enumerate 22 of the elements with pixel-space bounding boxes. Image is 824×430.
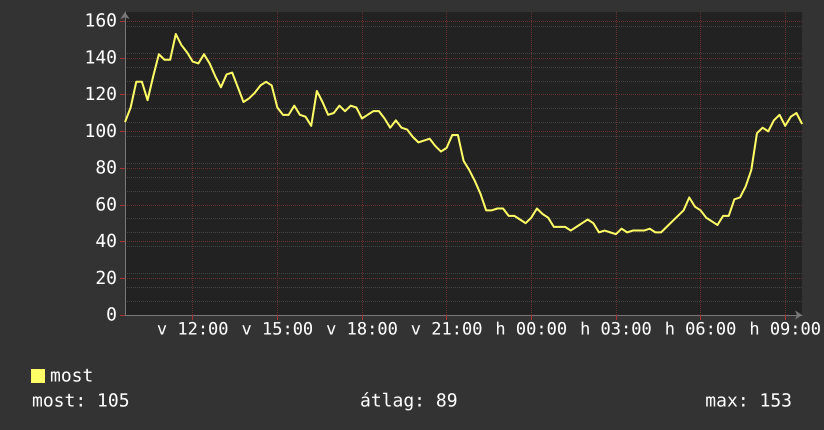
x-tick-label: v 15:00 [242, 320, 314, 340]
y-tick-label: 100 [84, 120, 117, 142]
y-tick-label: 140 [84, 47, 117, 68]
y-tick-label: 160 [84, 10, 117, 32]
y-tick-label: 20 [95, 268, 117, 289]
text: most: 105 [32, 390, 130, 412]
x-tick-label: v 21:00 [410, 320, 482, 340]
y-tick-label: 80 [95, 158, 117, 179]
line-series [124, 33, 804, 236]
y-tick-label: 120 [84, 84, 117, 106]
text: átlag: 89 [360, 390, 458, 412]
x-tick-label: h 00:00 [495, 320, 568, 340]
text: max: 153 [705, 390, 792, 412]
y-tick-label: 60 [95, 194, 117, 216]
legend-label: most [50, 366, 94, 386]
y-tick-label: 0 [106, 304, 117, 326]
x-tick-label: h 03:00 [580, 320, 652, 340]
x-tick-label: h 09:00 [749, 320, 822, 340]
x-tick-label: h 06:00 [664, 320, 736, 340]
x-tick-label: v 12:00 [156, 320, 229, 340]
y-tick-label: 40 [95, 231, 117, 252]
x-tick-label: v 18:00 [326, 320, 398, 340]
